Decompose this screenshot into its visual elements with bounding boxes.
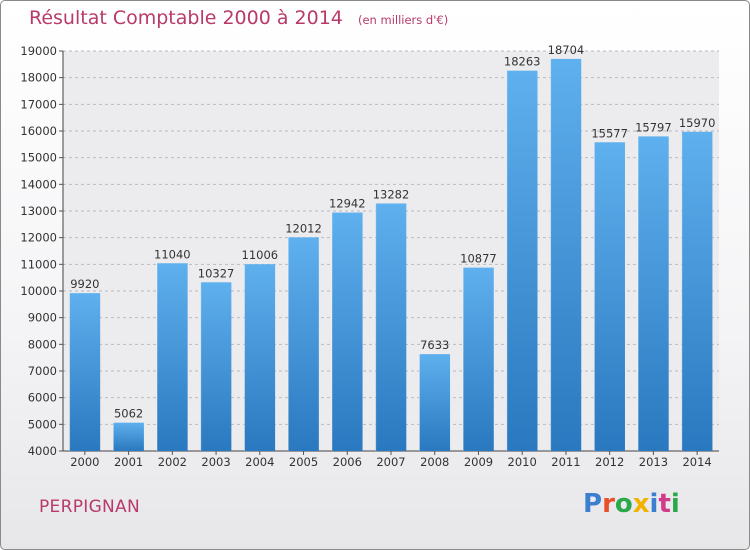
logo-letter: i [649,489,659,519]
bar-2006 [331,212,363,451]
bar-value-label: 15970 [679,116,716,130]
x-tick-label: 2012 [595,455,624,469]
bar-2003 [200,282,232,451]
y-tick-label: 16000 [20,124,57,138]
bar-2004 [244,264,276,451]
y-tick-label: 15000 [20,151,57,165]
x-tick-label: 2006 [333,455,362,469]
x-tick-label: 2008 [420,455,449,469]
bar-value-label: 9920 [70,277,99,291]
y-tick-label: 14000 [20,177,57,191]
y-tick-label: 19000 [20,44,57,58]
logo-letter: x [632,489,650,519]
bar-value-label: 10877 [460,252,497,266]
y-tick-label: 12000 [20,231,57,245]
logo-letter: o [614,489,633,519]
bar-value-label: 5062 [114,407,143,421]
title-row: Résultat Comptable 2000 à 2014 (en milli… [29,7,448,29]
bar-2007 [375,203,407,451]
proxiti-logo: Proxiti [583,489,680,519]
bar-value-label: 11040 [154,247,191,261]
bar-value-label: 18263 [504,55,541,69]
bar-2013 [638,136,669,451]
bar-value-label: 11006 [242,248,279,262]
bar-value-label: 15577 [591,126,628,140]
x-tick-label: 2009 [464,455,493,469]
x-tick-label: 2004 [245,455,274,469]
bar-2014 [681,131,713,452]
y-tick-label: 8000 [28,337,57,351]
bar-2001 [113,422,144,451]
x-tick-label: 2001 [114,455,143,469]
bar-2011 [550,58,582,451]
y-tick-label: 5000 [28,417,57,431]
y-tick-label: 7000 [28,364,57,378]
bar-2008 [419,354,451,451]
chart-title: Résultat Comptable 2000 à 2014 [29,7,343,29]
logo-letter: r [602,489,615,519]
bar-value-label: 12942 [329,197,366,211]
bar-2012 [594,142,625,451]
x-tick-label: 2010 [508,455,537,469]
y-tick-label: 4000 [28,444,57,458]
bar-2005 [288,237,319,451]
x-tick-label: 2011 [551,455,580,469]
x-tick-label: 2002 [158,455,187,469]
y-tick-label: 17000 [20,97,57,111]
logo-letter: t [658,489,671,519]
x-tick-label: 2007 [376,455,405,469]
logo-letter: P [583,489,603,519]
bar-value-label: 13282 [373,187,410,201]
y-tick-label: 13000 [20,204,57,218]
chart-unit: (en milliers d'€) [357,13,449,27]
y-tick-label: 10000 [20,284,57,298]
x-tick-label: 2000 [70,455,99,469]
bar-2010 [506,70,538,452]
bar-value-label: 15797 [635,120,672,134]
x-tick-label: 2005 [289,455,318,469]
bar-value-label: 12012 [285,221,322,235]
bar-value-label: 10327 [198,266,235,280]
bar-2009 [463,267,494,451]
bar-value-label: 18704 [548,43,585,57]
bar-value-label: 7633 [420,338,449,352]
city-name: PERPIGNAN [39,497,141,517]
y-tick-label: 6000 [28,391,57,405]
bar-2000 [69,293,101,451]
bar-2002 [157,263,188,451]
y-tick-label: 18000 [20,71,57,85]
x-tick-label: 2014 [682,455,711,469]
logo-letter: i [670,489,680,519]
y-tick-label: 9000 [28,311,57,325]
x-tick-label: 2003 [201,455,230,469]
x-tick-label: 2013 [639,455,668,469]
y-tick-label: 11000 [20,257,57,271]
